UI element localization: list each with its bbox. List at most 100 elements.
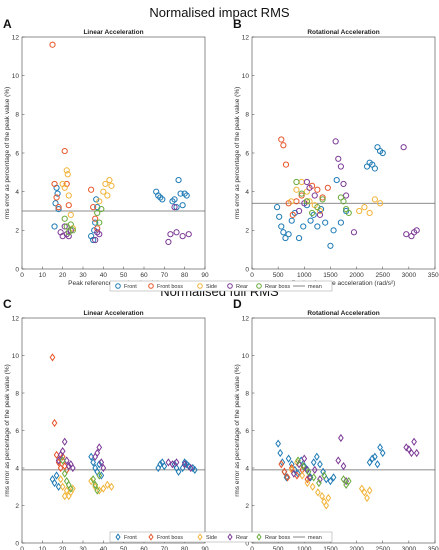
data-point: [59, 452, 66, 461]
data-point: [281, 467, 288, 476]
chart-title: Linear Acceleration: [83, 310, 143, 317]
data-point: [289, 211, 296, 218]
data-point: [343, 192, 350, 199]
x-tick-label: 20: [59, 546, 67, 550]
series-side: [59, 167, 115, 232]
x-tick-label: 1000: [297, 546, 312, 550]
data-point: [371, 165, 378, 172]
series-rear: [295, 138, 420, 240]
series-side: [57, 475, 115, 501]
data-point: [94, 486, 101, 495]
plot-frame: [251, 36, 436, 270]
data-point: [361, 488, 368, 497]
y-tick-label: 6: [15, 150, 19, 157]
data-point: [63, 231, 70, 238]
data-point: [169, 460, 176, 469]
y-tick-label: 0: [245, 266, 249, 273]
x-tick-label: 3000: [402, 546, 417, 550]
data-point: [96, 231, 103, 238]
x-tick-label: 0: [20, 272, 24, 279]
data-point: [303, 198, 310, 205]
legend-label: Side: [206, 535, 217, 541]
data-point: [338, 433, 344, 443]
data-point: [175, 467, 182, 476]
y-tick-label: 2: [15, 503, 19, 510]
data-point: [313, 452, 320, 461]
data-point: [165, 458, 172, 467]
data-point: [301, 454, 308, 463]
chart-title: Rotational Acceleration: [307, 29, 379, 36]
x-tick-label: 80: [181, 272, 189, 279]
y-tick-label: 10: [242, 73, 250, 80]
data-point: [379, 448, 386, 458]
data-point: [306, 198, 313, 205]
x-tick-label: 40: [100, 546, 108, 550]
y-tick-label: 4: [15, 465, 19, 472]
data-point: [288, 463, 295, 473]
series-rear-boss: [293, 178, 352, 217]
y-tick-label: 12: [12, 315, 20, 322]
y-tick-label: 8: [15, 112, 19, 119]
series-front: [49, 452, 198, 491]
data-point: [340, 180, 347, 188]
data-point: [61, 437, 68, 446]
data-point: [53, 471, 60, 480]
y-tick-label: 10: [242, 353, 250, 360]
y-tick-label: 6: [245, 150, 249, 157]
data-point: [340, 462, 347, 471]
data-point: [284, 473, 291, 482]
data-point: [290, 469, 297, 478]
data-point: [316, 211, 324, 218]
data-point: [49, 353, 56, 362]
series-rear: [57, 204, 192, 246]
x-tick-label: 50: [120, 272, 128, 279]
x-axis-label: Peak reference acceleration (rad/s²): [292, 280, 396, 287]
data-point: [53, 450, 60, 459]
data-point: [94, 229, 101, 236]
data-point: [181, 460, 188, 469]
chart-panel-c: Linear Acceleration 0 10 20 30 40 50 60 70 80 90 0 2…: [4, 310, 209, 550]
data-point: [96, 219, 103, 226]
legend-label: Rear boss: [265, 535, 290, 541]
data-point: [327, 242, 334, 249]
data-point: [298, 192, 305, 199]
data-point: [61, 184, 68, 191]
data-point: [61, 469, 68, 478]
legend-swatch: [197, 283, 203, 289]
data-point: [366, 209, 373, 217]
legend-swatch: [148, 283, 154, 289]
series-front: [275, 439, 386, 486]
data-point: [371, 196, 378, 203]
data-point: [159, 196, 166, 203]
series-rear: [55, 437, 194, 473]
data-point: [167, 231, 174, 238]
data-point: [314, 223, 321, 230]
data-point: [330, 227, 337, 234]
y-tick-label: 0: [15, 540, 19, 547]
data-point: [350, 229, 358, 236]
y-tick-label: 10: [12, 73, 20, 80]
series-front-boss: [49, 353, 70, 474]
data-point: [413, 448, 420, 458]
data-point: [323, 475, 330, 484]
data-point: [323, 501, 330, 510]
data-point: [185, 231, 192, 238]
data-point: [276, 213, 283, 220]
data-point: [65, 233, 72, 240]
data-point: [305, 467, 312, 476]
data-point: [340, 198, 347, 205]
data-point: [403, 231, 410, 238]
y-tick-label: 2: [15, 228, 19, 235]
data-point: [309, 209, 316, 217]
data-point: [155, 192, 162, 199]
data-point: [315, 488, 321, 497]
data-point: [90, 204, 97, 211]
data-point: [57, 475, 64, 484]
data-point: [157, 460, 164, 469]
data-point: [69, 463, 76, 473]
data-point: [293, 186, 300, 193]
data-point: [91, 227, 98, 234]
data-point: [92, 219, 99, 226]
data-point: [155, 463, 162, 473]
y-tick-label: 12: [242, 315, 250, 322]
